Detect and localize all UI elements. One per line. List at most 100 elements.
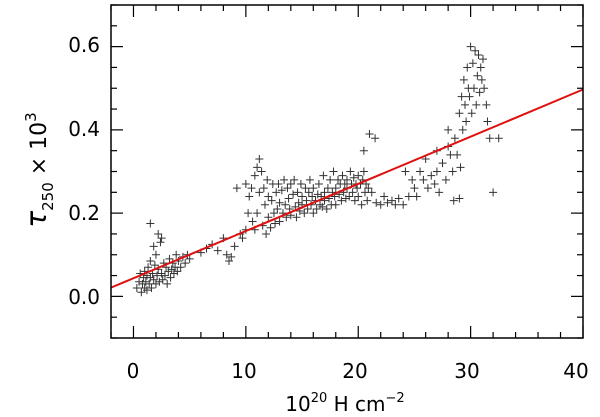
data-point [462,117,471,126]
data-point [338,171,347,180]
data-point [364,184,373,193]
data-point [185,254,194,263]
data-point [416,167,425,176]
y-axis-title: τ250 × 103 [20,112,57,227]
data-point [473,71,482,80]
data-point [387,196,396,205]
data-point [166,273,175,282]
data-point [441,175,450,184]
data-point [176,263,185,272]
data-point [260,200,269,209]
data-point [346,167,355,176]
data-point [293,188,302,197]
data-point [142,286,151,295]
data-point [399,200,408,209]
data-point [250,171,259,180]
x-axis-title-unit-exp: −2 [386,391,405,406]
data-point [284,194,293,203]
ytick-label-0: 0.0 [68,285,100,309]
xtick-label-4: 40 [563,359,588,383]
data-point [456,163,465,172]
data-point [371,134,380,143]
data-point [169,269,178,278]
data-point [230,242,239,251]
data-point [467,109,476,118]
data-point [450,134,459,143]
data-point [372,198,381,207]
data-point [283,184,292,193]
data-point [412,192,421,201]
plot-frame [110,4,584,339]
data-point [259,184,268,193]
x-axis-title-exp: 20 [311,391,328,406]
data-point [298,192,307,201]
xtick-label-2: 20 [342,359,367,383]
data-point [167,265,176,274]
data-point [394,194,403,203]
data-point [477,75,486,84]
data-point [145,279,154,288]
data-point [275,198,284,207]
data-point [348,188,357,197]
data-point [376,200,385,209]
data-point [494,134,503,143]
data-point [163,279,172,288]
data-point [461,100,469,109]
data-point [404,192,413,201]
data-point [262,229,271,238]
x-axis-title-base: 10 [285,392,310,416]
axis-ticks [110,4,584,339]
data-point [257,167,266,176]
data-point [471,46,480,55]
data-point [474,50,483,59]
data-point [322,204,331,213]
data-point [266,223,275,232]
data-point [309,184,318,193]
data-point [213,246,222,255]
data-point [292,213,301,222]
y-axis-title-times: × 10 [27,122,52,182]
data-point [446,150,455,159]
data-point [401,167,410,176]
data-point [300,209,309,218]
data-point [345,192,354,201]
data-point [350,196,359,205]
data-point [227,252,236,261]
data-point [277,186,286,195]
data-point [173,267,182,276]
ytick-label-2: 0.4 [68,117,100,141]
data-point [172,250,181,259]
data-point [313,190,322,199]
data-point [323,184,332,193]
fit-line [110,88,584,289]
data-point [149,275,158,284]
data-point [432,167,441,176]
data-point [444,125,453,134]
data-point [281,200,290,209]
data-point [340,179,349,188]
data-point [253,163,262,172]
data-point [241,179,250,188]
data-point [181,259,190,268]
data-point [319,171,328,180]
data-point [149,242,158,251]
y-axis-title-symbol: τ [20,211,53,228]
data-point [312,204,321,213]
data-point [483,117,492,126]
data-point [225,256,233,265]
data-point [269,209,278,218]
data-point [137,288,146,297]
data-point [427,171,436,180]
data-point [158,275,167,284]
data-point [294,198,303,207]
data-point [267,196,276,205]
data-point [238,234,247,243]
data-points [132,42,503,297]
data-point [244,209,253,218]
data-point [141,277,150,286]
data-point [457,92,466,101]
data-point [489,188,498,197]
data-point [343,175,351,184]
data-point [253,209,262,218]
data-point [232,184,241,193]
